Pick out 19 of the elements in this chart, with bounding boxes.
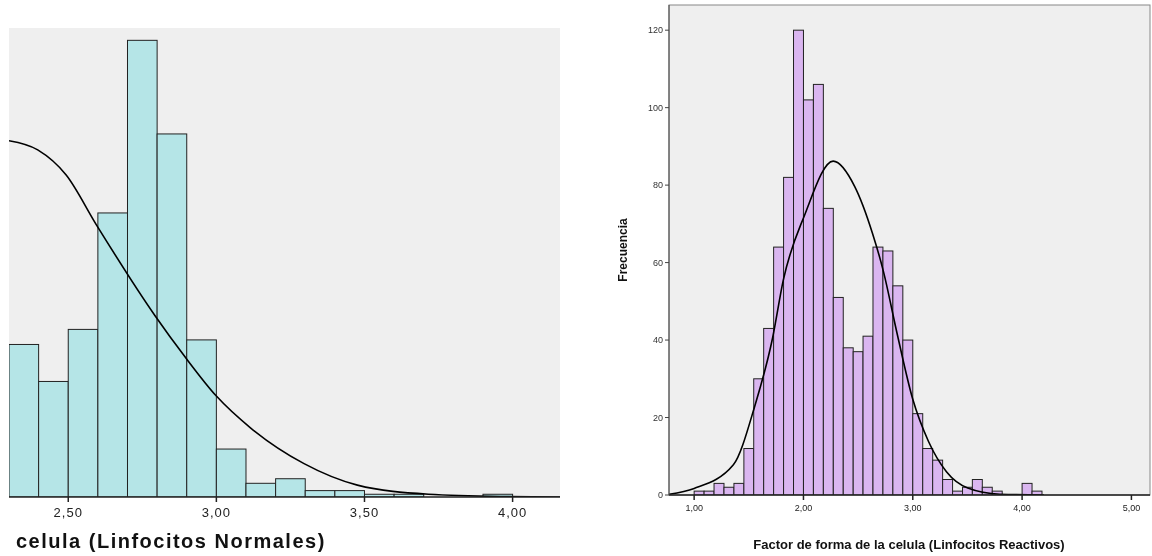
x-tick-label: 2,00 xyxy=(794,503,813,513)
y-axis-title: Frecuencia xyxy=(616,218,630,282)
x-tick-label: 3,00 xyxy=(904,503,922,513)
x-axis-title: Factor de forma de la celula (Linfocitos Reactivos) xyxy=(753,537,1065,552)
y-tick-label: 0 xyxy=(657,490,663,500)
x-tick-label: 2,50 xyxy=(53,505,83,520)
x-tick-label: 1,00 xyxy=(685,503,703,513)
y-tick-label: 20 xyxy=(652,412,663,423)
y-tick-label: 60 xyxy=(652,257,663,268)
y-tick-label: 100 xyxy=(647,102,663,113)
x-tick-label: 4,00 xyxy=(497,505,528,520)
x-axis-title: celula (Linfocitos Normales) xyxy=(16,530,326,552)
x-tick-label: 3,00 xyxy=(201,505,232,520)
x-tick-label: 5,00 xyxy=(1122,503,1141,513)
x-tick-label: 3,50 xyxy=(349,505,380,520)
y-tick-label: 80 xyxy=(652,180,663,191)
y-tick-label: 40 xyxy=(652,335,663,346)
y-tick-label: 120 xyxy=(647,25,663,36)
x-tick-label: 4,00 xyxy=(1013,503,1031,513)
